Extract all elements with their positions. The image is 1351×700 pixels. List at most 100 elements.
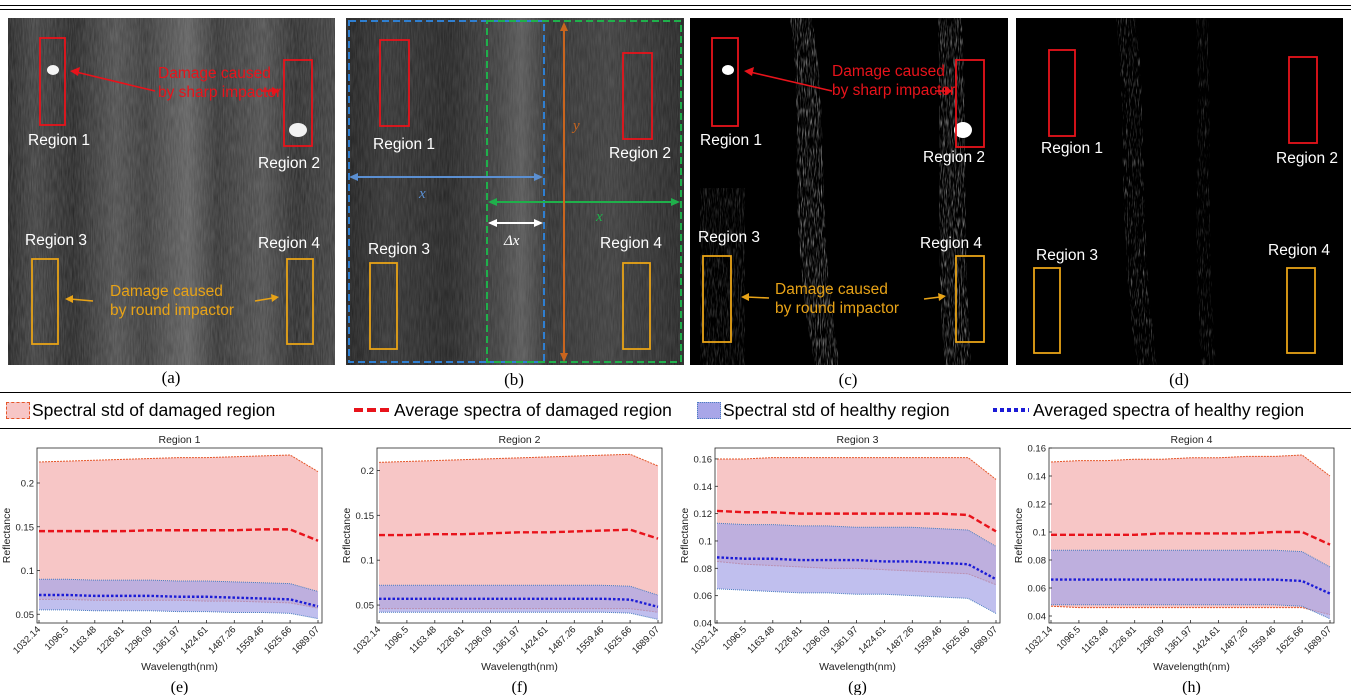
y-tick-label: 0.06 (694, 591, 713, 602)
y-tick-label: 0.2 (361, 466, 374, 477)
x-tick-label: 1689.07 (630, 624, 662, 656)
y-tick-label: 0.12 (694, 509, 713, 520)
y-tick-label: 0.14 (1028, 472, 1047, 483)
panel-c-region-2-label: Region 2 (923, 149, 985, 166)
x-tick-label: 1296.09 (123, 624, 155, 656)
x-tick-label: 1361.97 (491, 624, 523, 656)
y-tick-label: 0.15 (356, 511, 375, 522)
panel-a-region-3-label: Region 3 (25, 232, 87, 249)
x-tick-label: 1559.46 (234, 624, 266, 656)
x-tick-label: 1424.61 (518, 624, 550, 656)
legend-item-healthy-std: Spectral std of healthy region (697, 398, 950, 422)
y-axis-label: Reflectance (341, 508, 353, 564)
x-tick-label: 1559.46 (912, 624, 944, 656)
y-axis-label: Reflectance (1, 508, 13, 564)
x-tick-label: 1487.26 (1218, 624, 1250, 656)
panel-c-region-1-label: Region 1 (700, 132, 762, 149)
image-panel-b: x x y Δx Region 1 Region 2 Region 3 Regi… (346, 18, 684, 365)
y-axis-label: Reflectance (679, 508, 691, 564)
legend-item-healthy-mean: Averaged spectra of healthy region (992, 398, 1304, 422)
x-tick-label: 1487.26 (206, 624, 238, 656)
x-tick-label: 1163.48 (745, 624, 777, 656)
legend-swatch-damaged-std (6, 402, 30, 419)
x-tick-label: 1559.46 (574, 624, 606, 656)
panel-b-delta-x-symbol: Δx (503, 233, 520, 249)
panel-c-region-4-label: Region 4 (920, 235, 982, 252)
x-tick-label: 1226.81 (773, 624, 805, 656)
image-panel-c: Region 1 Region 2 Region 3 Region 4 Dama… (690, 18, 1008, 365)
spectra-subplot-region-1: Region 1 0.05 0.1 0.15 0.2 1032.14 1096.5 1163.… (0, 430, 330, 695)
y-tick-label: 0.08 (694, 564, 713, 575)
spectra-subplot-region-4: Region 4 0.04 0.06 0.08 0.1 0.12 0.14 0.16 1032.… (1012, 430, 1342, 695)
x-axis-label: Wavelength(nm) (1153, 661, 1230, 673)
panel-a-region-2-label: Region 2 (258, 155, 320, 172)
x-axis-label: Wavelength(nm) (481, 661, 558, 673)
subplot-letter: (f) (512, 679, 528, 695)
x-tick-label: 1226.81 (435, 624, 467, 656)
x-tick-label: 1361.97 (829, 624, 861, 656)
y-tick-label: 0.16 (1028, 444, 1047, 455)
panel-a-region-4-label: Region 4 (258, 235, 320, 252)
x-tick-label: 1032.14 (1023, 624, 1055, 656)
x-axis-label: Wavelength(nm) (819, 661, 896, 673)
panel-d-region-1-label: Region 1 (1041, 140, 1103, 157)
y-axis-label: Reflectance (1013, 508, 1025, 564)
x-tick-label: 1361.97 (1163, 624, 1195, 656)
panel-c-round-annotation-line-2: by round impactor (775, 300, 899, 317)
legend-label-damaged-mean: Average spectra of damaged region (394, 400, 672, 421)
panel-b-region-3-label: Region 3 (368, 241, 430, 258)
spectra-subplot-region-3: Region 3 0.04 0.06 0.08 0.1 0.12 0.14 0.16 1032.… (678, 430, 1008, 695)
panel-b-region-4-label: Region 4 (600, 235, 662, 252)
y-tick-label: 0.2 (21, 479, 34, 490)
panel-b-region-2-label: Region 2 (609, 145, 671, 162)
panel-c-sharp-annotation-line-2: by sharp impactor (832, 82, 955, 99)
panel-b-x-blue-symbol: x (418, 186, 426, 202)
x-axis-label: Wavelength(nm) (141, 661, 218, 673)
panel-c-round-annotation-line-1: Damage caused (775, 281, 888, 298)
y-tick-label: 0.06 (1028, 584, 1047, 595)
x-tick-label: 1226.81 (95, 624, 127, 656)
x-tick-label: 1032.14 (351, 624, 383, 656)
panel-a-letter: (a) (151, 368, 191, 388)
panel-d-region-3-label: Region 3 (1036, 247, 1098, 264)
x-tick-label: 1487.26 (884, 624, 916, 656)
x-tick-label: 1296.09 (463, 624, 495, 656)
panel-c-letter: (c) (828, 370, 868, 390)
subplot-letter: (e) (171, 679, 189, 695)
subplot-letter: (g) (848, 679, 867, 695)
top-rule-1 (0, 5, 1351, 6)
legend-swatch-healthy-mean (992, 405, 1030, 415)
image-panel-d: Region 1 Region 2 Region 3 Region 4 (1016, 18, 1343, 365)
image-panel-a: Region 1 Region 2 Region 3 Region 4 Dama… (8, 18, 335, 365)
x-tick-label: 1487.26 (546, 624, 578, 656)
chart-title: Region 1 (158, 434, 200, 446)
x-tick-label: 1625.66 (1274, 624, 1306, 656)
middle-rule (0, 392, 1351, 393)
panel-a-round-annotation-line-2: by round impactor (110, 302, 234, 319)
legend-rule (0, 428, 1351, 429)
panel-a-round-annotation-line-1: Damage caused (110, 283, 223, 300)
panel-a-region-1-label: Region 1 (28, 132, 90, 149)
chart-title: Region 3 (836, 434, 878, 446)
x-tick-label: 1163.48 (407, 624, 439, 656)
panel-c-region-3-label: Region 3 (698, 229, 760, 246)
x-tick-label: 1625.66 (262, 624, 294, 656)
panel-d-region-2-label: Region 2 (1276, 150, 1338, 167)
x-tick-label: 1032.14 (11, 624, 43, 656)
y-tick-label: 0.16 (694, 454, 713, 465)
spectra-subplot-region-2: Region 2 0.05 0.1 0.15 0.2 1032.14 1096.5 1163.… (340, 430, 670, 695)
x-tick-label: 1689.07 (290, 624, 322, 656)
x-tick-label: 1625.66 (602, 624, 634, 656)
panel-b-letter: (b) (494, 370, 534, 390)
y-tick-label: 0.04 (1028, 612, 1047, 623)
panel-c-sharp-annotation-line-1: Damage caused (832, 63, 945, 80)
x-tick-label: 1163.48 (1079, 624, 1111, 656)
y-tick-label: 0.12 (1028, 500, 1047, 511)
y-tick-label: 0.1 (21, 566, 34, 577)
panel-a-sharp-annotation-line-1: Damage caused (158, 65, 271, 82)
x-tick-label: 1559.46 (1246, 624, 1278, 656)
x-tick-label: 1689.07 (1302, 624, 1334, 656)
x-tick-label: 1361.97 (151, 624, 183, 656)
x-tick-label: 1625.66 (940, 624, 972, 656)
chart-legend: Spectral std of damaged region Average s… (0, 398, 1351, 422)
